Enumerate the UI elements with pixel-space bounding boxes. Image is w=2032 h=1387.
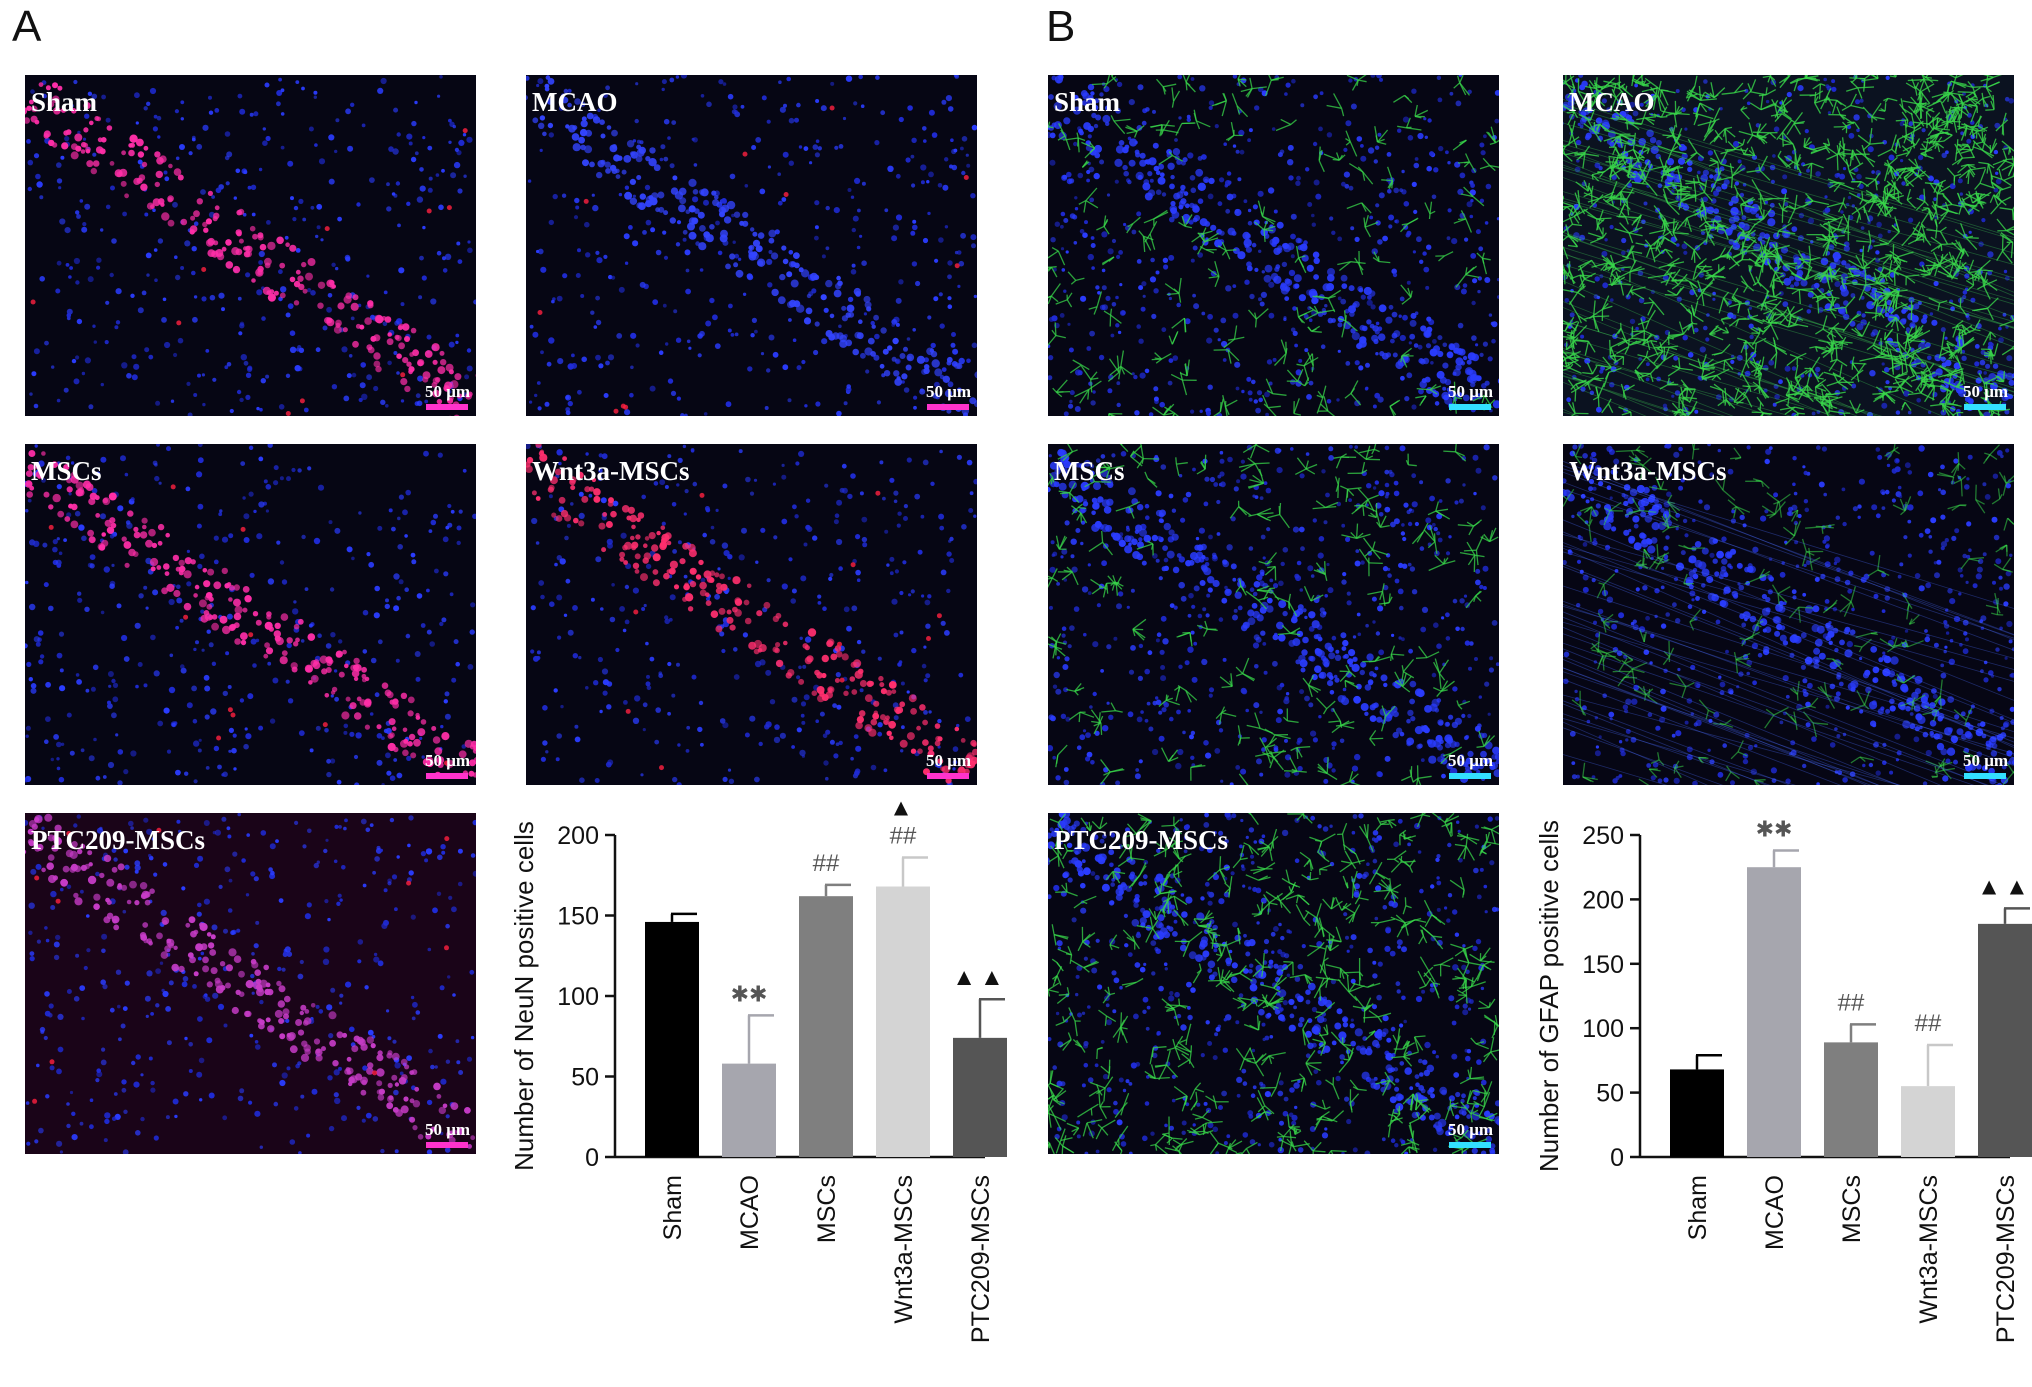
micrograph-label: PTC209-MSCs bbox=[1054, 825, 1228, 855]
scale-bar bbox=[927, 773, 969, 779]
micrograph-label: MSCs bbox=[31, 456, 102, 486]
y-tick-label: 100 bbox=[557, 983, 599, 1011]
neun-bar-chart: Number of NeuN positive cells 0 50 100 150 20… bbox=[495, 795, 1008, 1380]
micrograph-a-wnt3a-mscs: Wnt3a-MSCs 50 μm bbox=[526, 444, 977, 785]
fluorescence-field bbox=[1563, 444, 2014, 785]
micrograph-label: PTC209-MSCs bbox=[31, 825, 205, 855]
bar-sham bbox=[645, 921, 699, 1157]
scale-bar-label: 50 μm bbox=[925, 382, 971, 401]
significance-annotation: ## bbox=[890, 823, 917, 850]
y-axis-label: Number of NeuN positive cells bbox=[509, 821, 539, 1171]
y-axis-label: Number of GFAP positive cells bbox=[1534, 820, 1564, 1172]
y-tick-label: 150 bbox=[1582, 951, 1624, 979]
y-tick-label: 50 bbox=[1596, 1080, 1624, 1108]
micrograph-a-mcao: MCAO 50 μm bbox=[526, 75, 977, 416]
scale-bar bbox=[1449, 404, 1491, 410]
micrograph-label: Sham bbox=[31, 87, 98, 117]
bar-mcao bbox=[1747, 867, 1801, 1157]
bar-wnt3a-mscs bbox=[876, 886, 930, 1157]
micrograph-label: Sham bbox=[1054, 87, 1121, 117]
scale-bar-label: 50 μm bbox=[1447, 382, 1493, 401]
y-tick-label: 100 bbox=[1582, 1015, 1624, 1043]
x-tick-label: Sham bbox=[1684, 1175, 1712, 1240]
scale-bar-label: 50 μm bbox=[424, 751, 470, 770]
micrograph-a-mscs: MSCs 50 μm bbox=[25, 444, 476, 785]
fluorescence-field bbox=[25, 75, 476, 416]
fluorescence-field bbox=[1563, 75, 2014, 416]
x-tick-label: MSCs bbox=[1838, 1175, 1866, 1243]
significance-annotation: ▲▲ bbox=[1977, 873, 2032, 900]
scale-bar bbox=[426, 773, 468, 779]
y-tick-label: 150 bbox=[557, 903, 599, 931]
x-tick-label: Wnt3a-MSCs bbox=[890, 1175, 918, 1324]
y-tick-label: 50 bbox=[571, 1064, 599, 1092]
fluorescence-field bbox=[1048, 444, 1499, 785]
fluorescence-field bbox=[25, 813, 476, 1154]
fluorescence-field bbox=[25, 444, 476, 785]
bar-mscs bbox=[799, 896, 853, 1157]
micrograph-label: MSCs bbox=[1054, 456, 1125, 486]
significance-annotation: ## bbox=[1915, 1010, 1942, 1037]
scale-bar-label: 50 μm bbox=[1962, 751, 2008, 770]
scale-bar bbox=[1964, 404, 2006, 410]
bar-mscs bbox=[1824, 1042, 1878, 1157]
micrograph-b-wnt3a-mscs: Wnt3a-MSCs 50 μm bbox=[1563, 444, 2014, 785]
x-tick-label: Sham bbox=[659, 1175, 687, 1240]
bar-mcao bbox=[722, 1063, 776, 1157]
fluorescence-field bbox=[1048, 75, 1499, 416]
scale-bar-label: 50 μm bbox=[1447, 1120, 1493, 1139]
micrograph-label: MCAO bbox=[1569, 87, 1655, 117]
scale-bar bbox=[426, 1142, 468, 1148]
significance-annotation: ## bbox=[1838, 989, 1865, 1016]
scale-bar bbox=[1964, 773, 2006, 779]
scale-bar bbox=[927, 404, 969, 410]
bar-ptc209-mscs bbox=[953, 1037, 1007, 1157]
micrograph-label: MCAO bbox=[532, 87, 618, 117]
scale-bar-label: 50 μm bbox=[424, 382, 470, 401]
gfap-bar-chart: Number of GFAP positive cells 0 50 100 150 20… bbox=[1520, 800, 2032, 1380]
scale-bar-label: 50 μm bbox=[925, 751, 971, 770]
micrograph-b-mscs: MSCs 50 μm bbox=[1048, 444, 1499, 785]
micrograph-b-mcao: MCAO 50 μm bbox=[1563, 75, 2014, 416]
y-tick-label: 0 bbox=[1610, 1144, 1624, 1172]
scale-bar-label: 50 μm bbox=[1447, 751, 1493, 770]
scale-bar bbox=[426, 404, 468, 410]
micrograph-label: Wnt3a-MSCs bbox=[532, 456, 690, 486]
bar-wnt3a-mscs bbox=[1901, 1086, 1955, 1157]
fluorescence-field bbox=[526, 75, 977, 416]
fluorescence-field bbox=[1048, 813, 1499, 1154]
scale-bar bbox=[1449, 1142, 1491, 1148]
fluorescence-field bbox=[526, 444, 977, 785]
micrograph-label: Wnt3a-MSCs bbox=[1569, 456, 1727, 486]
y-tick-label: 200 bbox=[1582, 886, 1624, 914]
y-tick-label: 250 bbox=[1582, 822, 1624, 850]
micrograph-a-ptc209-mscs: PTC209-MSCs 50 μm bbox=[25, 813, 476, 1154]
x-tick-label: MCAO bbox=[1761, 1175, 1789, 1250]
panel-letter-a: A bbox=[12, 2, 42, 51]
x-tick-label: PTC209-MSCs bbox=[1992, 1175, 2020, 1343]
bar-ptc209-mscs bbox=[1978, 923, 2032, 1157]
scale-bar-label: 50 μm bbox=[424, 1120, 470, 1139]
micrograph-a-sham: Sham 50 μm bbox=[25, 75, 476, 416]
y-tick-label: 200 bbox=[557, 822, 599, 850]
significance-annotation: ▲ bbox=[889, 795, 917, 822]
significance-annotation: ✱✱ bbox=[731, 981, 768, 1006]
y-tick-label: 0 bbox=[585, 1144, 599, 1172]
x-tick-label: PTC209-MSCs bbox=[967, 1175, 995, 1343]
scale-bar bbox=[1449, 773, 1491, 779]
micrograph-b-ptc209-mscs: PTC209-MSCs 50 μm bbox=[1048, 813, 1499, 1154]
significance-annotation: ▲▲ bbox=[952, 964, 1008, 991]
x-tick-label: Wnt3a-MSCs bbox=[1915, 1175, 1943, 1324]
scale-bar-label: 50 μm bbox=[1962, 382, 2008, 401]
significance-annotation: ✱✱ bbox=[1756, 816, 1793, 841]
bar-sham bbox=[1670, 1069, 1724, 1157]
panel-letter-b: B bbox=[1046, 2, 1076, 51]
x-tick-label: MCAO bbox=[736, 1175, 764, 1250]
significance-annotation: ## bbox=[813, 850, 840, 877]
x-tick-label: MSCs bbox=[813, 1175, 841, 1243]
micrograph-b-sham: Sham 50 μm bbox=[1048, 75, 1499, 416]
